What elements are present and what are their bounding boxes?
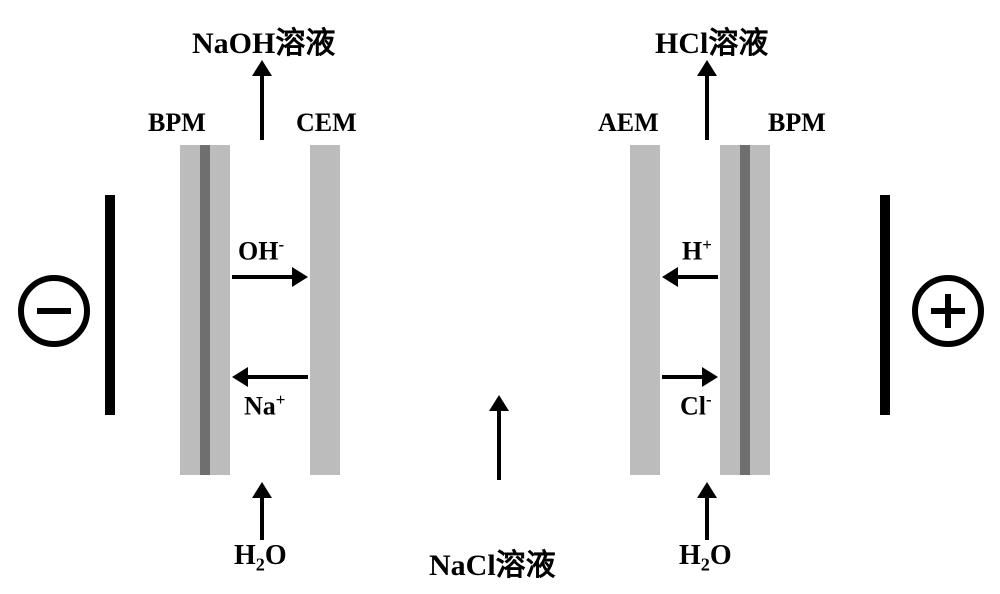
- arrow-oh-shaft: [232, 275, 292, 279]
- membrane-bpm-left: [180, 145, 230, 475]
- label-bpm-left: BPM: [148, 108, 206, 138]
- arrow-h2o-right-head: [697, 482, 717, 498]
- membrane-bpm-right: [720, 145, 770, 475]
- label-cl: Cl-: [680, 390, 712, 422]
- arrow-na-shaft: [248, 375, 308, 379]
- anode-bar: [880, 195, 890, 415]
- arrow-hcl-head: [697, 60, 717, 76]
- label-naoh: NaOH溶液: [192, 18, 335, 62]
- diagram-canvas: BPM CEM AEM BPM NaOH溶液 HCl溶液 OH- Na+ H+ …: [0, 0, 1000, 594]
- label-nacl: NaCl溶液: [429, 540, 556, 584]
- label-h2o-right: H2O: [679, 540, 732, 576]
- arrow-h2o-left-head: [252, 482, 272, 498]
- cathode-symbol: [18, 275, 90, 347]
- arrow-hcl-shaft: [705, 76, 709, 140]
- arrow-nacl-shaft: [497, 411, 501, 480]
- label-hcl: HCl溶液: [655, 18, 768, 62]
- arrow-h-shaft: [678, 275, 718, 279]
- label-cem: CEM: [296, 108, 357, 138]
- label-h: H+: [682, 235, 712, 267]
- minus-icon: [37, 308, 71, 314]
- arrow-cl-shaft: [662, 375, 702, 379]
- label-h2o-left: H2O: [234, 540, 287, 576]
- cathode-bar: [105, 195, 115, 415]
- membrane-aem: [630, 145, 660, 475]
- label-na: Na+: [244, 390, 285, 422]
- arrow-h2o-left-shaft: [260, 498, 264, 540]
- label-bpm-right: BPM: [768, 108, 826, 138]
- membrane-cem: [310, 145, 340, 475]
- arrow-h-head: [662, 267, 678, 287]
- arrow-naoh-head: [252, 60, 272, 76]
- arrow-na-head: [232, 367, 248, 387]
- arrow-h2o-right-shaft: [705, 498, 709, 540]
- label-oh: OH-: [238, 235, 284, 267]
- anode-symbol: [912, 275, 984, 347]
- label-aem: AEM: [598, 108, 659, 138]
- plus-v-icon: [945, 294, 951, 328]
- arrow-cl-head: [702, 367, 718, 387]
- arrow-nacl-head: [489, 395, 509, 411]
- arrow-naoh-shaft: [260, 76, 264, 140]
- arrow-oh-head: [292, 267, 308, 287]
